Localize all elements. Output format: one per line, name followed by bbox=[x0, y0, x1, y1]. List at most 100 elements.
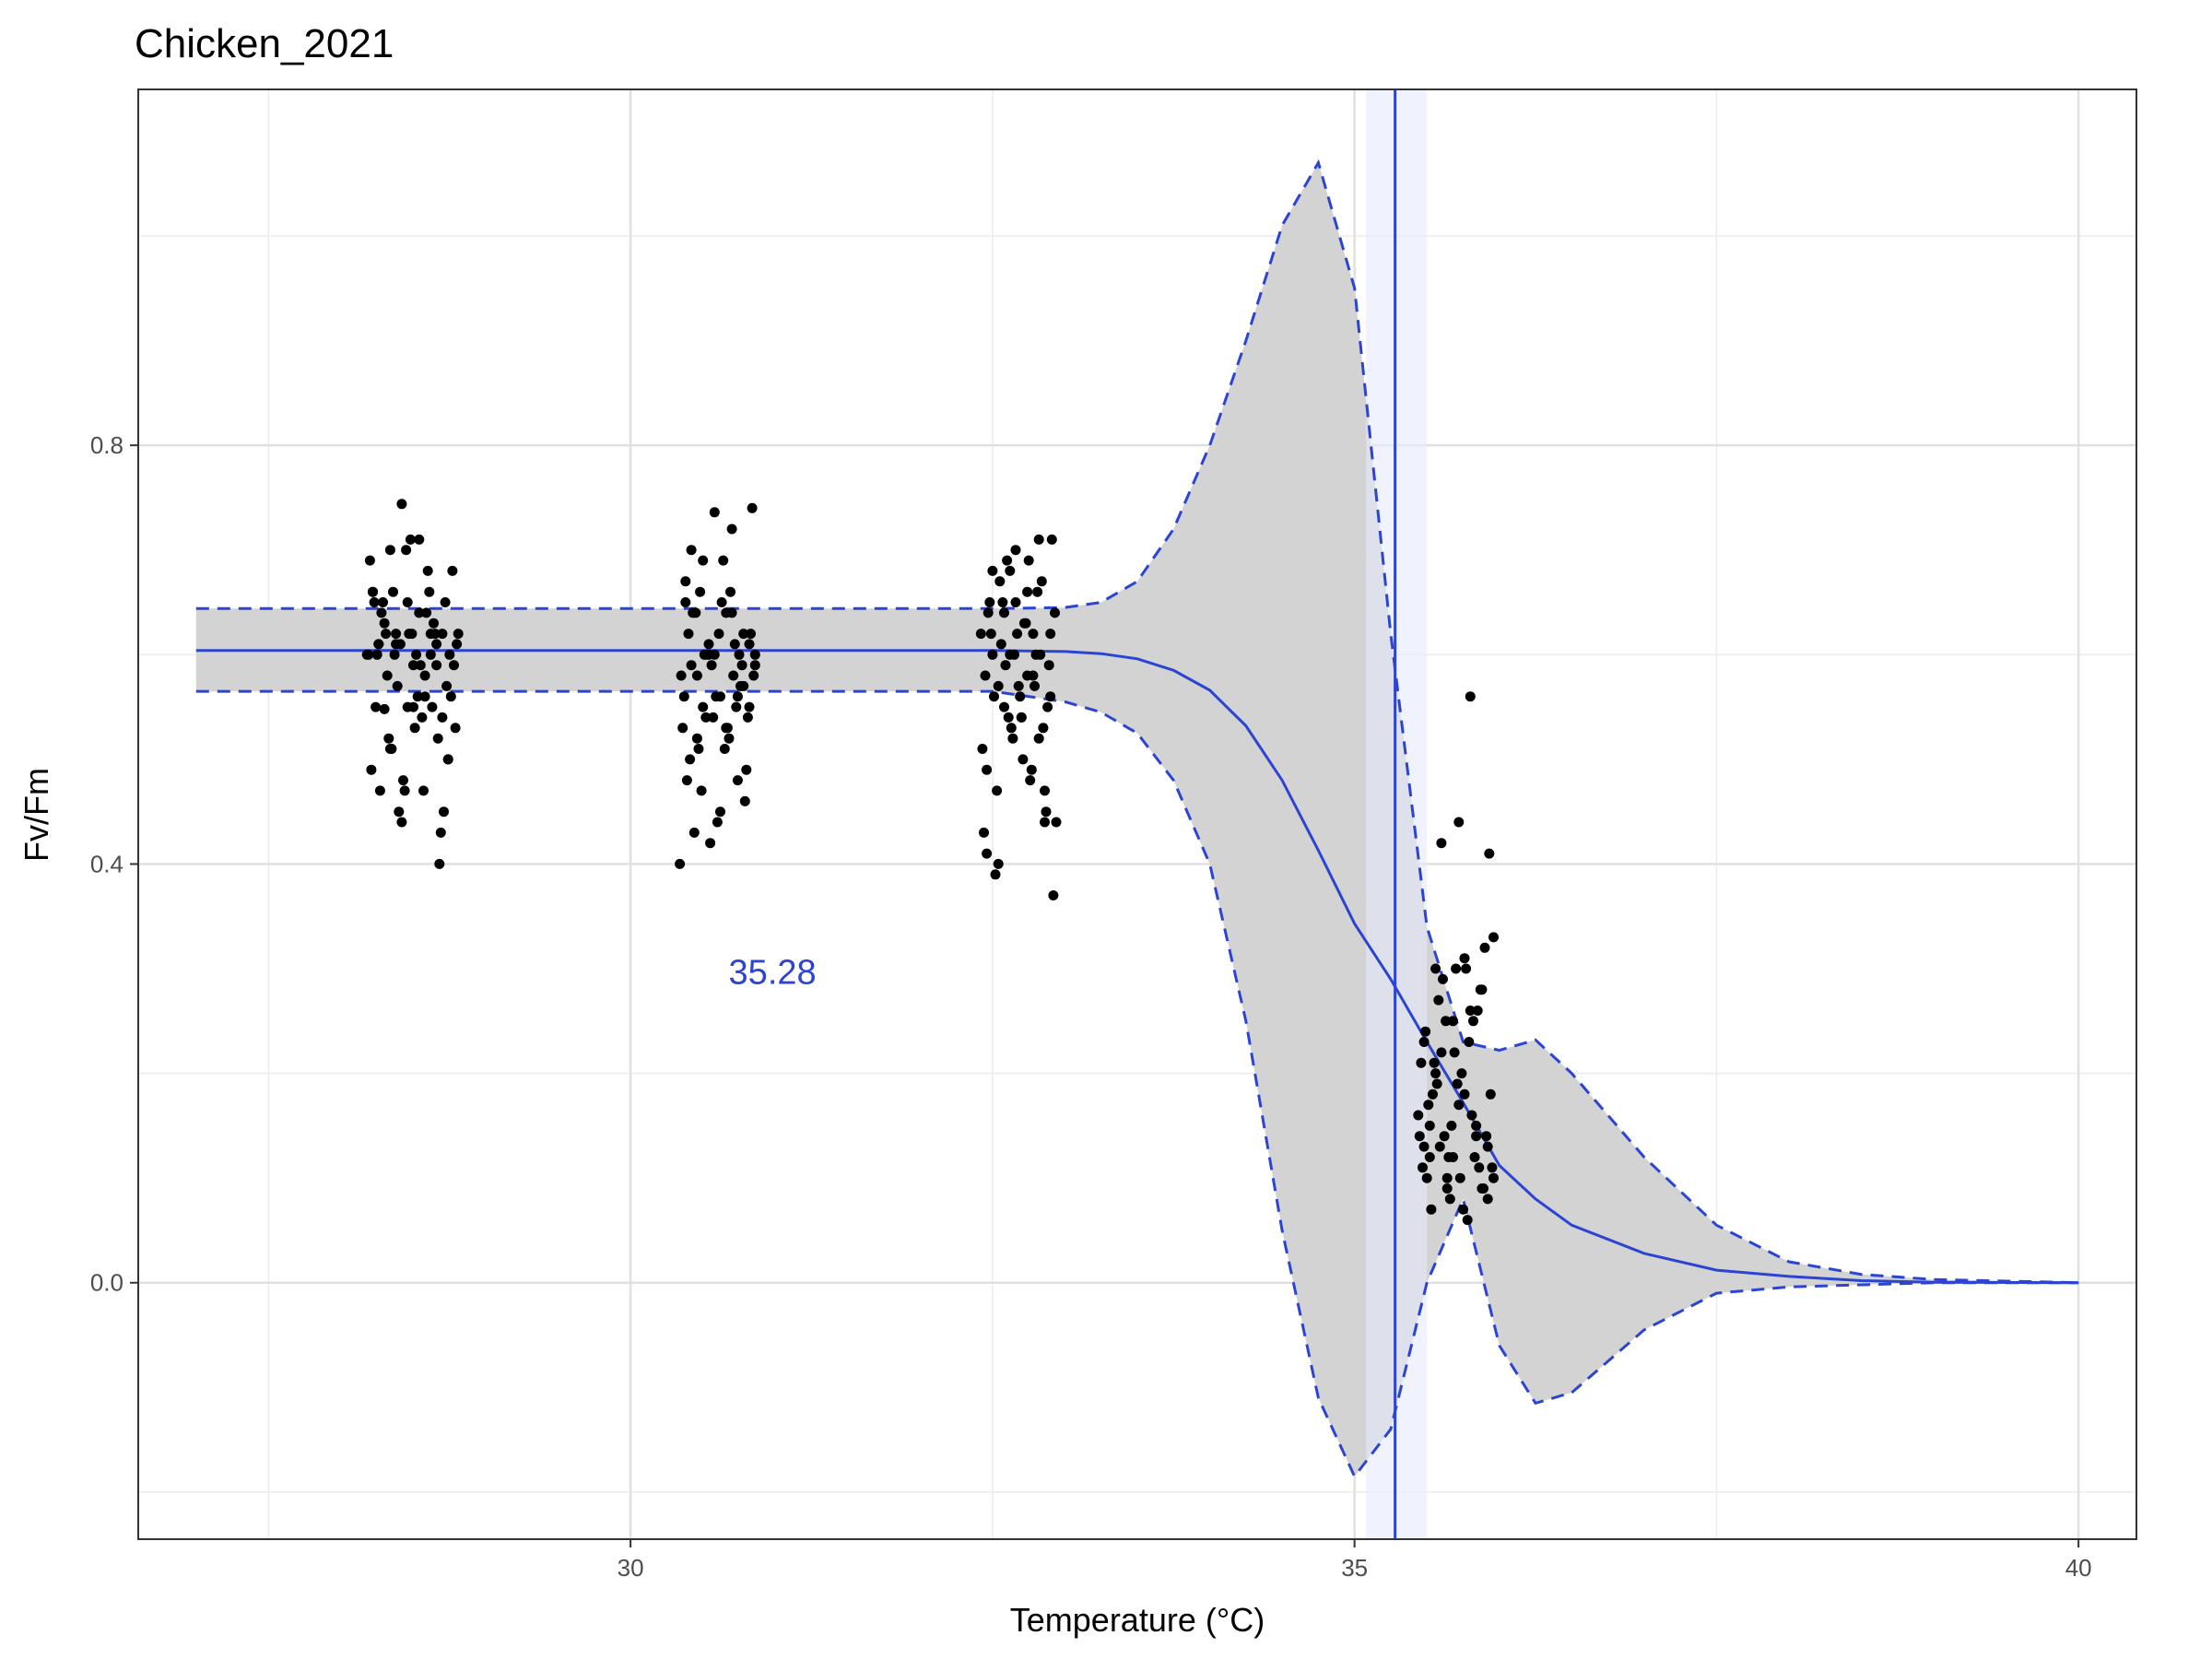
data-point bbox=[706, 660, 717, 671]
data-point bbox=[685, 754, 696, 765]
data-point bbox=[1485, 1088, 1496, 1100]
data-point bbox=[440, 597, 451, 607]
data-point bbox=[1418, 1162, 1428, 1173]
data-point bbox=[1471, 1120, 1482, 1131]
data-point bbox=[696, 785, 707, 796]
ci-ribbon-area bbox=[195, 162, 2079, 1477]
data-point bbox=[1033, 534, 1044, 545]
data-point bbox=[388, 586, 398, 597]
data-point bbox=[1007, 733, 1018, 744]
data-point bbox=[1471, 1131, 1482, 1142]
data-point bbox=[698, 701, 709, 712]
data-point bbox=[449, 660, 459, 671]
data-point bbox=[411, 649, 422, 660]
data-point bbox=[1474, 1162, 1485, 1173]
data-point bbox=[691, 670, 702, 681]
data-point bbox=[401, 545, 412, 556]
data-point bbox=[373, 639, 384, 650]
data-point bbox=[452, 639, 463, 650]
data-point bbox=[675, 858, 686, 869]
data-point bbox=[384, 545, 395, 556]
data-point bbox=[447, 565, 458, 576]
data-point bbox=[718, 555, 729, 566]
data-point bbox=[1441, 1016, 1452, 1027]
data-point bbox=[994, 576, 1006, 587]
data-point bbox=[371, 649, 382, 660]
data-point bbox=[741, 764, 752, 775]
data-point bbox=[1010, 545, 1021, 556]
data-point bbox=[1469, 1152, 1480, 1162]
data-point bbox=[977, 744, 988, 754]
data-point bbox=[982, 764, 993, 775]
data-point bbox=[1418, 1037, 1430, 1047]
data-point bbox=[1016, 712, 1027, 723]
ci-lower-line bbox=[195, 689, 2079, 1479]
data-point bbox=[742, 712, 753, 723]
data-point bbox=[989, 691, 999, 702]
y-axis-title: Fv/Fm bbox=[18, 768, 55, 862]
data-point bbox=[705, 838, 716, 849]
data-point bbox=[1015, 691, 1026, 702]
data-point bbox=[698, 555, 709, 566]
data-point bbox=[409, 723, 420, 734]
data-point bbox=[1430, 963, 1441, 974]
data-point bbox=[419, 670, 430, 681]
data-point bbox=[1444, 1194, 1455, 1205]
data-point bbox=[1051, 817, 1062, 828]
data-point bbox=[1035, 649, 1046, 660]
data-point bbox=[434, 858, 445, 869]
data-point bbox=[1448, 1016, 1458, 1027]
data-point bbox=[1041, 806, 1052, 818]
data-point bbox=[1423, 1100, 1434, 1111]
x-axis-title: Temperature (°C) bbox=[1010, 1601, 1265, 1639]
data-point bbox=[1020, 618, 1031, 629]
data-point bbox=[1446, 1120, 1457, 1131]
data-point bbox=[414, 534, 425, 545]
data-point bbox=[429, 629, 441, 640]
data-point bbox=[394, 806, 405, 818]
data-point bbox=[1481, 1131, 1492, 1142]
data-point bbox=[680, 597, 691, 607]
data-point bbox=[701, 649, 712, 660]
data-point bbox=[1472, 1006, 1483, 1016]
data-point bbox=[378, 597, 388, 607]
data-point bbox=[1451, 963, 1462, 974]
data-point bbox=[1030, 680, 1040, 691]
data-point bbox=[429, 618, 439, 629]
data-point bbox=[421, 607, 432, 618]
data-point bbox=[402, 597, 413, 607]
data-point bbox=[1482, 1194, 1493, 1205]
data-point bbox=[414, 607, 425, 618]
data-point bbox=[445, 691, 456, 702]
x-tick-label: 35 bbox=[1341, 1554, 1368, 1582]
data-point bbox=[677, 723, 688, 734]
data-point bbox=[997, 597, 1008, 607]
data-point bbox=[1449, 1047, 1460, 1058]
data-point bbox=[703, 639, 714, 650]
data-point bbox=[734, 649, 745, 660]
data-point bbox=[408, 701, 418, 712]
data-point bbox=[405, 534, 416, 545]
data-point bbox=[985, 629, 996, 640]
data-point bbox=[1484, 848, 1495, 859]
data-point bbox=[690, 607, 701, 618]
data-point bbox=[1488, 932, 1499, 943]
data-point bbox=[725, 586, 735, 597]
data-point bbox=[708, 712, 719, 723]
data-point bbox=[381, 629, 392, 640]
data-point bbox=[680, 576, 691, 587]
data-point bbox=[1431, 1078, 1442, 1089]
data-point bbox=[1421, 1172, 1432, 1183]
data-point bbox=[1479, 942, 1490, 953]
data-point bbox=[990, 869, 1001, 880]
x-axis: 30 35 40 bbox=[618, 1539, 2092, 1582]
data-point bbox=[1000, 660, 1011, 671]
data-point bbox=[980, 670, 991, 681]
data-point bbox=[391, 639, 402, 650]
data-point bbox=[688, 827, 700, 838]
ed50-ci-band bbox=[1366, 89, 1428, 1539]
data-point bbox=[1009, 649, 1019, 660]
data-point bbox=[1441, 1172, 1453, 1183]
data-point bbox=[439, 806, 449, 818]
data-point bbox=[686, 660, 697, 671]
